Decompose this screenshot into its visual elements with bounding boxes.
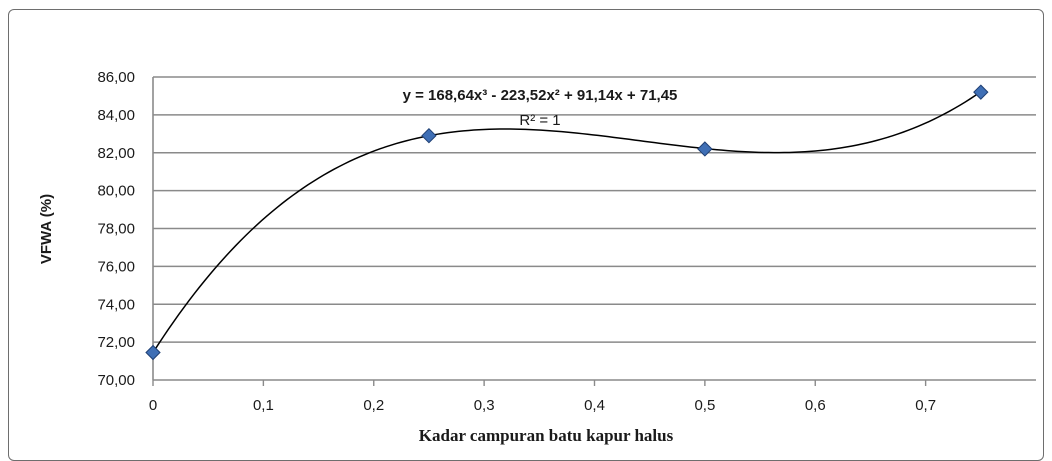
x-tick-label: 0,5	[694, 397, 715, 414]
chart-svg: 70,00 72,00 74,00 76,00 78,00 80,00 82,00 84,00…	[38, 69, 1036, 445]
y-tick-label: 72,00	[97, 334, 135, 351]
x-tick-label: 0,1	[253, 397, 274, 414]
x-tick-label: 0,6	[805, 397, 826, 414]
x-tick-labels: 0 0,1 0,2 0,3 0,4 0,5 0,6 0,7	[149, 397, 936, 414]
y-tick-label: 80,00	[97, 183, 135, 200]
gridlines	[153, 76, 1036, 343]
y-tick-label: 78,00	[97, 221, 135, 238]
y-tick-label: 70,00	[97, 372, 135, 389]
y-tick-label: 82,00	[97, 145, 135, 162]
x-tick-label: 0,3	[474, 397, 495, 414]
y-tick-label: 86,00	[97, 69, 135, 86]
y-tick-label: 76,00	[97, 258, 135, 275]
data-point	[421, 127, 437, 144]
r-squared-label: R² = 1	[519, 112, 560, 129]
x-tick-label: 0,7	[915, 397, 936, 414]
data-points	[145, 84, 989, 361]
chart-frame	[8, 9, 1044, 461]
x-tick-label: 0,4	[584, 397, 605, 414]
y-tick-labels: 70,00 72,00 74,00 76,00 78,00 80,00 82,00 84,00…	[97, 69, 135, 389]
y-tick-label: 84,00	[97, 107, 135, 124]
y-tick-label: 74,00	[97, 296, 135, 313]
x-tick-label: 0	[149, 397, 157, 414]
trendline-equation: y = 168,64x³ - 223,52x² + 91,14x + 71,45	[403, 87, 678, 104]
trendline-curve	[152, 91, 982, 353]
axes	[152, 77, 1036, 386]
x-axis-label: Kadar campuran batu kapur halus	[419, 426, 674, 445]
data-point	[697, 141, 713, 157]
data-point	[145, 344, 161, 361]
y-axis-label: VFWA (%)	[38, 194, 55, 264]
data-point	[973, 84, 989, 100]
x-tick-label: 0,2	[363, 397, 384, 414]
